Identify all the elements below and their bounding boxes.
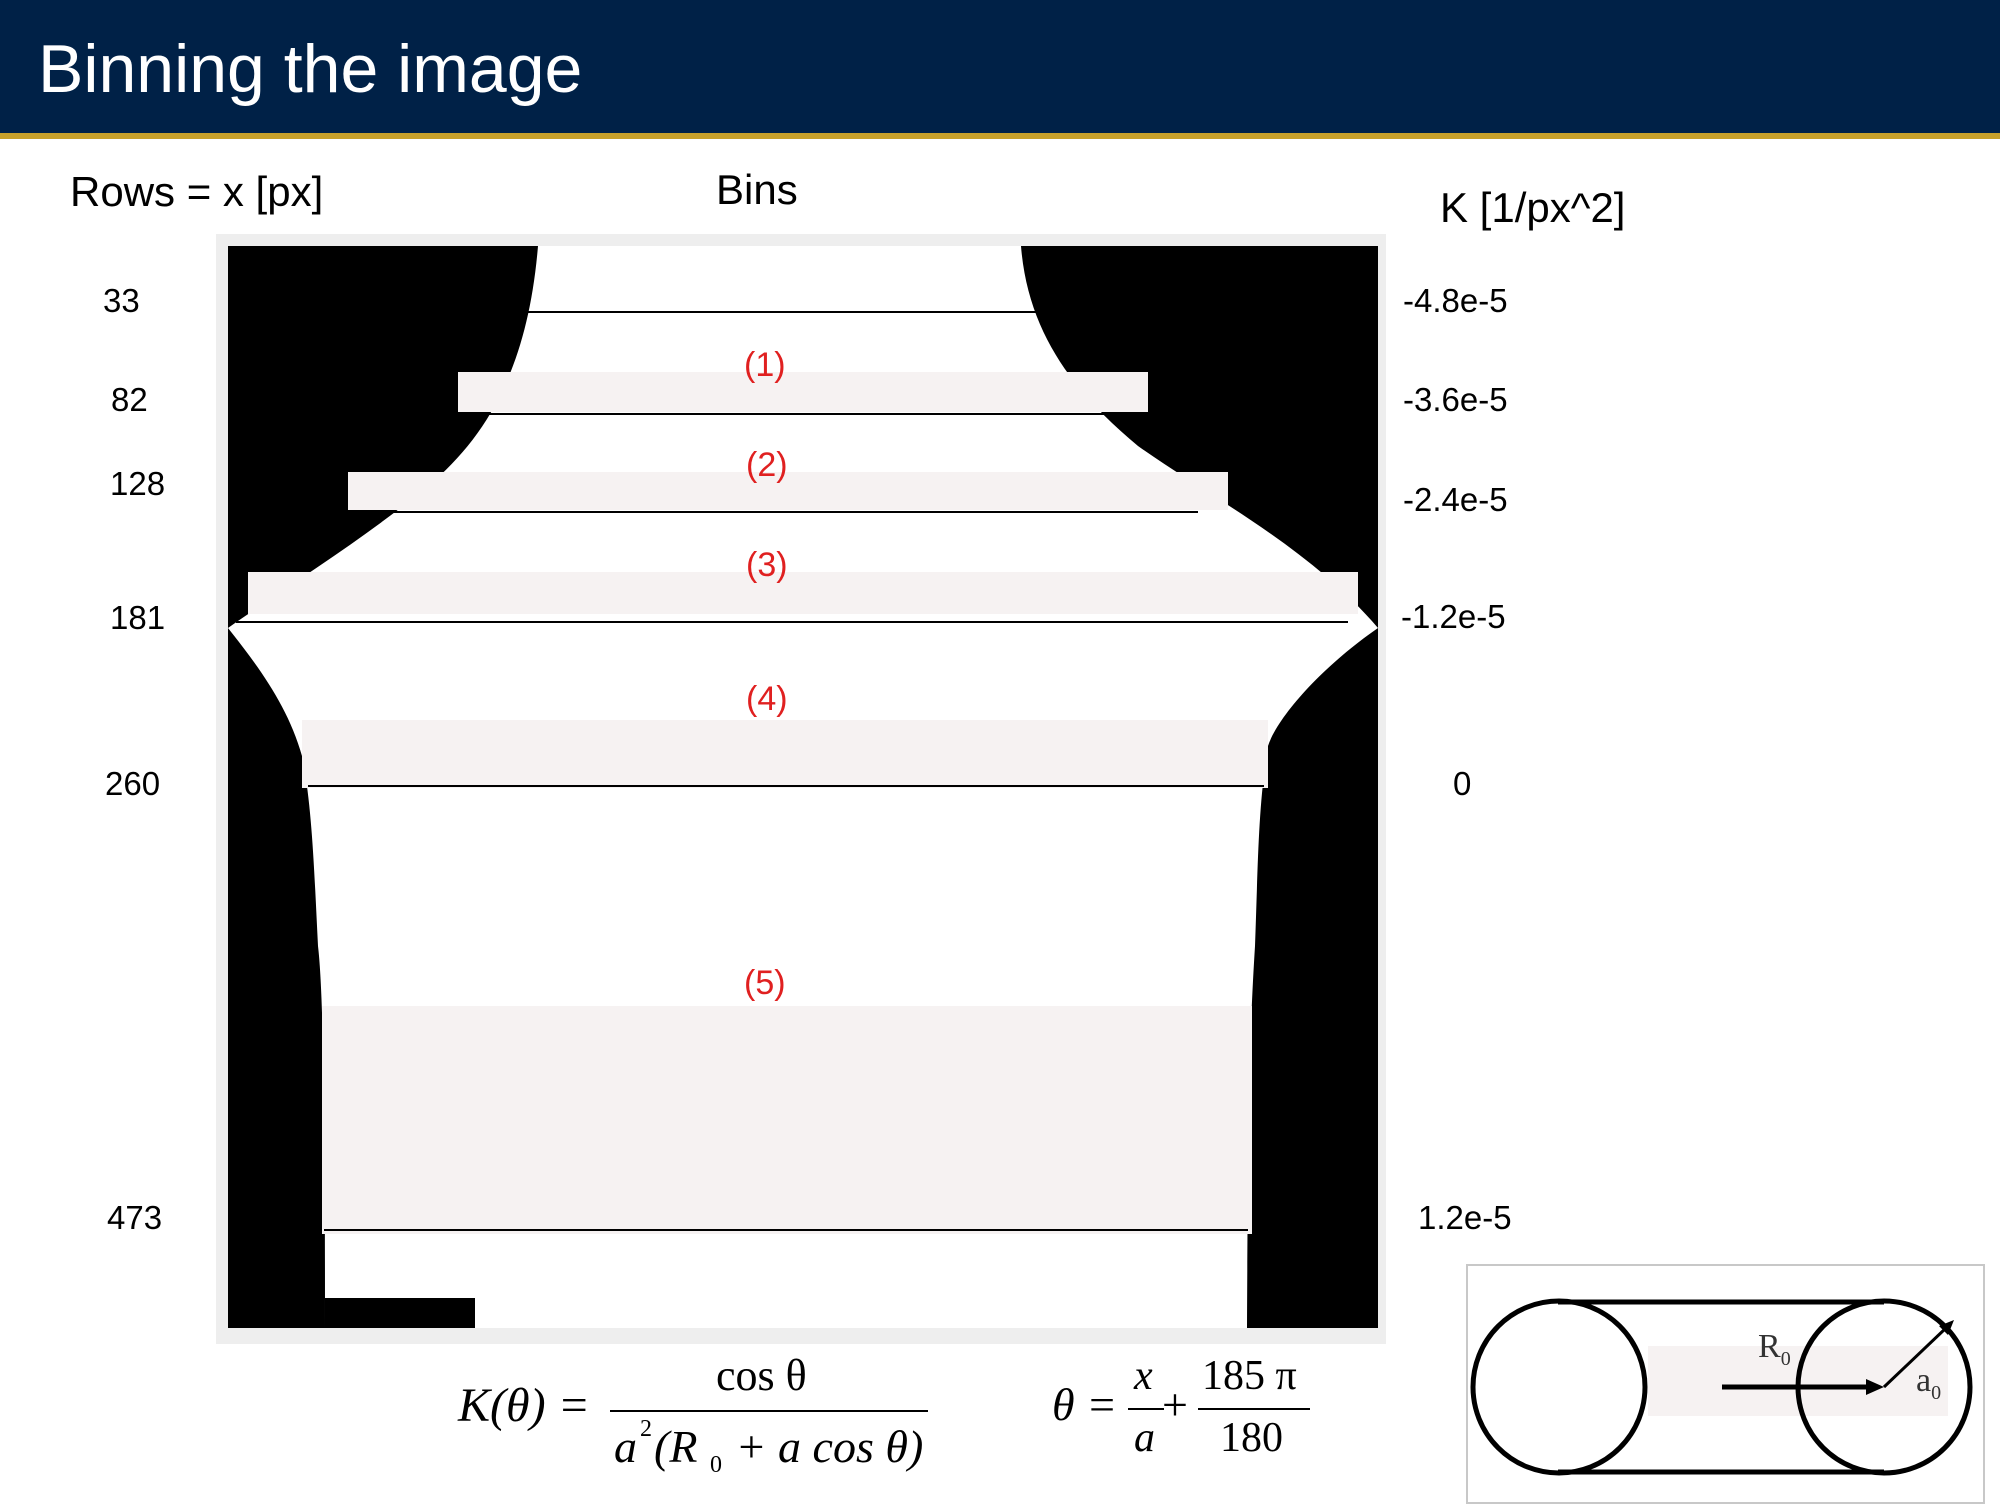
theta-frac1-bar (1128, 1408, 1164, 1410)
slide-title: Binning the image (38, 31, 583, 107)
bottom-left-artifact (325, 1298, 475, 1328)
inset-major-radius-arrowhead (1866, 1379, 1884, 1395)
bins-header: Bins (716, 166, 798, 213)
row-label-5: 260 (105, 765, 161, 802)
bin-label-4: (4) (746, 680, 788, 718)
theta-formula-lhs: θ = (1052, 1379, 1118, 1430)
curvature-fraction-bar (610, 1410, 928, 1412)
bin-band-5 (322, 1006, 1252, 1234)
row-label-1: 33 (103, 282, 140, 319)
bin-band-2 (348, 472, 1228, 510)
curvature-label-1: -4.8e-5 (1403, 282, 1508, 319)
rows-header: Rows = x [px] (70, 168, 324, 215)
row-label-4: 181 (110, 599, 166, 636)
curvature-label-5: 0 (1453, 765, 1472, 802)
curvature-label-4: -1.2e-5 (1401, 598, 1506, 635)
inset-left-circle (1470, 1298, 1648, 1476)
inset-minor-radius-arrowhead (1939, 1320, 1954, 1335)
row-label-2: 82 (111, 381, 148, 418)
theta-frac2-num: 185 π (1202, 1353, 1297, 1399)
inset-minor-radius-label: a0 (1916, 1362, 1942, 1404)
curvature-formula-numerator: cos θ (716, 1351, 807, 1400)
bin-label-2: (2) (746, 446, 788, 484)
curvature-formula-denominator-sub: 0 (710, 1452, 722, 1478)
theta-plus: + (1162, 1379, 1188, 1430)
row-label-6: 473 (107, 1199, 163, 1236)
inset-minor-radius-arrow (1882, 1326, 1948, 1389)
curvature-formula-denominator-exp: 2 (640, 1416, 652, 1442)
curvature-label-2: -3.6e-5 (1403, 381, 1508, 418)
inset-major-radius-label: R0 (1758, 1328, 1791, 1370)
bin-label-1: (1) (744, 346, 786, 384)
curvature-label-3: -2.4e-5 (1403, 481, 1508, 518)
bin-label-3: (3) (746, 546, 788, 584)
theta-frac2-bar (1198, 1408, 1310, 1410)
curvature-formula-lhs: K(θ) = (458, 1379, 590, 1432)
title-bar (0, 0, 2000, 133)
bin-band-4 (302, 720, 1268, 788)
theta-frac2-den: 180 (1220, 1415, 1283, 1461)
title-accent-rule (0, 133, 2000, 139)
theta-frac1-den: a (1134, 1415, 1155, 1461)
bin-label-5: (5) (744, 964, 786, 1002)
curvature-label-6: 1.2e-5 (1418, 1199, 1512, 1236)
bin-band-3 (248, 572, 1358, 614)
bin-band-1 (458, 372, 1148, 412)
theta-formula: θ = x a + 185 π 180 (1052, 1353, 1322, 1476)
curvature-formula-denominator-a: a (614, 1421, 637, 1472)
curvature-formula: K(θ) = cos θ a 2 (R 0 + a cos θ) (458, 1350, 938, 1490)
curvature-header: K [1/px^2] (1440, 184, 1626, 231)
theta-frac1-num: x (1134, 1353, 1153, 1399)
torus-inset: R0 a0 (1466, 1264, 1985, 1504)
curvature-formula-denominator-rest: (R (654, 1421, 698, 1472)
binned-image (228, 246, 1378, 1328)
row-label-3: 128 (110, 465, 166, 502)
curvature-formula-denominator-tail: + a cos θ) (724, 1421, 924, 1472)
